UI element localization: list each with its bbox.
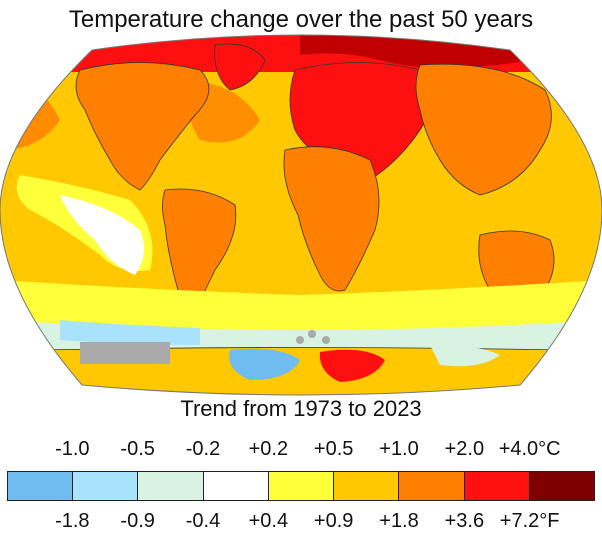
antarctica-warm-zone bbox=[319, 349, 385, 382]
asia-land bbox=[415, 63, 552, 196]
temperature-colorbar bbox=[7, 471, 595, 501]
colorbar-segment bbox=[399, 472, 465, 500]
world-map-svg bbox=[0, 34, 602, 396]
antarctica-no-data bbox=[80, 342, 170, 364]
no-data-dot bbox=[308, 330, 316, 338]
antarctica-cold-zone bbox=[229, 348, 300, 380]
colorbar-segment bbox=[268, 472, 335, 500]
fahrenheit-tick: +3.6 bbox=[444, 510, 485, 532]
fahrenheit-tick: +0.9 bbox=[313, 510, 354, 532]
colorbar-segment bbox=[138, 472, 204, 500]
fahrenheit-tick: +0.4 bbox=[248, 510, 289, 532]
no-data-dot bbox=[296, 336, 304, 344]
fahrenheit-tick: -1.8 bbox=[55, 510, 90, 532]
antarctica-cool-zone bbox=[430, 345, 500, 367]
fahrenheit-scale-row: -1.8 -0.9 -0.4 +0.4 +0.9 +1.8 +3.6 +7.2°… bbox=[0, 509, 602, 535]
celsius-scale-row: -1.0 -0.5 -0.2 +0.2 +0.5 +1.0 +2.0 +4.0°… bbox=[0, 437, 602, 463]
globe-outline bbox=[0, 34, 602, 396]
southern-ocean-cold bbox=[60, 320, 200, 345]
celsius-tick: +4.0°C bbox=[498, 438, 561, 460]
celsius-tick: +0.5 bbox=[313, 438, 354, 460]
map-title: Temperature change over the past 50 year… bbox=[68, 6, 534, 33]
celsius-tick: -0.2 bbox=[185, 438, 221, 460]
celsius-tick: +2.0 bbox=[444, 438, 485, 460]
temperature-map bbox=[0, 34, 602, 396]
celsius-tick: +0.2 bbox=[248, 438, 289, 460]
fahrenheit-tick: +7.2°F bbox=[499, 510, 560, 532]
colorbar-segment bbox=[73, 472, 139, 500]
colorbar-segment bbox=[334, 472, 400, 500]
north-america-land bbox=[75, 62, 210, 191]
africa-land bbox=[283, 146, 380, 292]
fahrenheit-tick: +1.8 bbox=[379, 510, 419, 532]
map-body bbox=[0, 35, 602, 395]
colorbar-segment bbox=[464, 472, 530, 500]
greenland-land bbox=[214, 43, 266, 91]
celsius-tick: -1.0 bbox=[55, 438, 90, 460]
celsius-tick: +1.0 bbox=[379, 438, 419, 460]
east-pacific-neutral bbox=[60, 195, 144, 275]
colorbar-segment bbox=[203, 472, 269, 500]
fahrenheit-tick: -0.9 bbox=[120, 510, 155, 532]
legend-subtitle: Trend from 1973 to 2023 bbox=[180, 396, 422, 421]
colorbar-segment bbox=[529, 472, 594, 500]
fahrenheit-tick: -0.4 bbox=[185, 510, 221, 532]
no-data-dot bbox=[322, 336, 330, 344]
celsius-tick: -0.5 bbox=[120, 438, 155, 460]
colorbar-segment bbox=[8, 472, 74, 500]
southern-ocean-mild bbox=[0, 280, 602, 335]
